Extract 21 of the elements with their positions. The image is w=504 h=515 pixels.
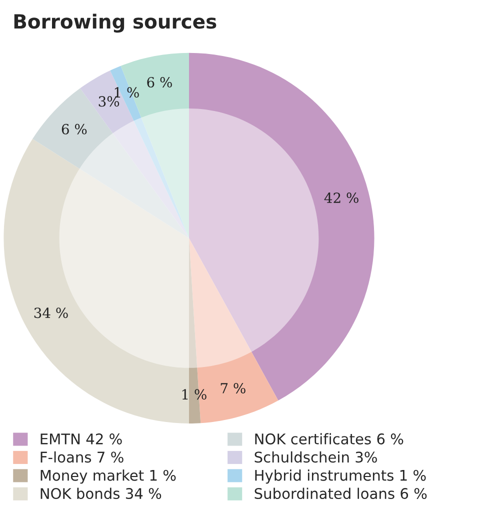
data-label: 1 % (114, 87, 139, 98)
data-label: 7 % (220, 382, 246, 394)
legend-label: Schuldschein 3% (254, 451, 377, 463)
legend-label: F-loans 7 % (40, 451, 124, 463)
pie-slice (189, 52, 374, 401)
data-label: 3% (98, 96, 120, 107)
legend-label: EMTN 42 % (40, 433, 122, 444)
legend-label: Money market 1 % (40, 470, 176, 484)
pie-slice (120, 52, 189, 238)
data-label: 34 % (34, 308, 68, 318)
data-label: 42 % (324, 192, 358, 204)
pie-slice (189, 238, 278, 424)
legend-label: Hybrid instruments 1 % (255, 470, 426, 484)
legend-label: Subordinated loans 6 % (254, 488, 427, 500)
legend-label: NOK certificates 6 % (255, 433, 404, 444)
chart-title: Borrowing sources (14, 14, 216, 33)
data-label: 6 % (62, 124, 87, 134)
legend-label: NOK bonds 34 % (40, 488, 162, 500)
data-label: 1 % (182, 389, 206, 400)
pie-slice (4, 138, 189, 424)
data-label: 6 % (147, 77, 172, 88)
